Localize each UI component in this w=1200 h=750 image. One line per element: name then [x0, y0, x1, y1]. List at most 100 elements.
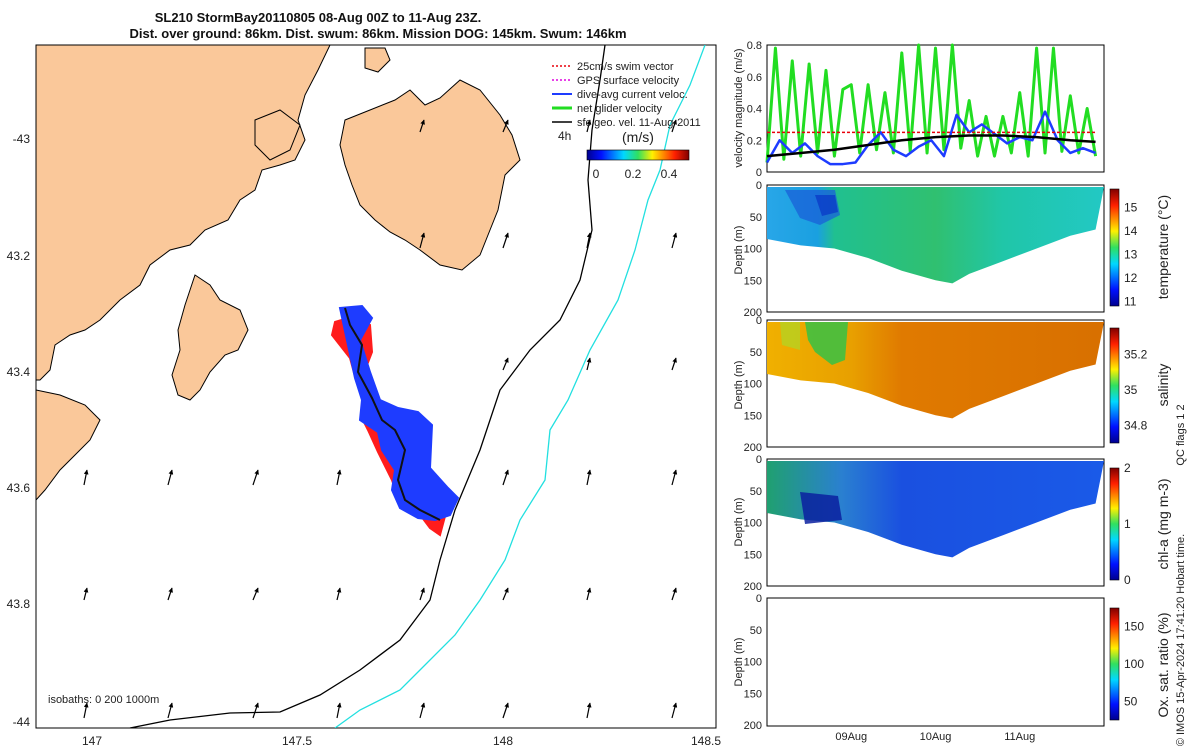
depth-tick-2-4: 200	[744, 442, 762, 454]
geo-arrow-17	[586, 469, 592, 486]
depth-tick-3-1: 50	[750, 486, 762, 498]
cbar-tick-2-0: 34.8	[1124, 418, 1148, 432]
geo-arrow-3	[671, 119, 677, 133]
geo-arrow-20	[167, 587, 173, 601]
velocity-ylabel: velocity magnitude (m/s)	[733, 48, 745, 167]
cbar-tick-1-2: 13	[1124, 248, 1138, 262]
geo-arrow-22	[336, 587, 342, 601]
geo-arrow-0	[419, 119, 425, 133]
velocity-panel: 0 0.2 0.4 0.6 0.8 velocity magnitude (m/s)	[733, 40, 1105, 179]
salinity-ylabel: Depth (m)	[733, 361, 745, 410]
time-xtick-1: 10Aug	[920, 731, 952, 743]
geo-arrow-8	[502, 357, 509, 371]
oxygen-yticks: 0 50 100 150 200	[744, 593, 762, 732]
geo-arrow-6	[586, 232, 592, 249]
oxygen-panel: 0 50 100 150 200 09Aug 10Aug 11Aug Depth (m) 5…	[733, 593, 1171, 743]
cbar-tick-3-0: 0	[1124, 573, 1131, 587]
depth-tick-4-4: 200	[744, 720, 762, 732]
depth-tick-2-0: 0	[756, 315, 762, 327]
geo-arrow-26	[671, 587, 677, 601]
geo-arrow-33	[586, 702, 592, 719]
depth-tick-1-3: 150	[744, 275, 762, 287]
oxygen-xticks: 09Aug 10Aug 11Aug	[835, 731, 1035, 743]
oxygen-cbar-label: Ox. sat. ratio (%)	[1155, 612, 1171, 717]
geo-arrow-16	[502, 469, 509, 486]
legend-dive-label: dive-avg current veloc.	[577, 89, 688, 101]
map-ytick-4: 43.8	[7, 597, 31, 611]
chla-low-patch	[800, 492, 842, 524]
geo-arrow-2	[586, 119, 592, 133]
chla-colorbar	[1109, 467, 1120, 581]
geo-arrow-9	[586, 357, 592, 371]
cbar-tick-1-3: 14	[1124, 224, 1138, 238]
depth-tick-1-4: 200	[744, 307, 762, 319]
cbar-tick-4-0: 50	[1124, 694, 1138, 708]
colorbar-tick-0: 0	[593, 167, 600, 181]
geo-arrow-27	[83, 702, 89, 719]
salinity-yticks: 0 50 100 150 200	[744, 315, 762, 454]
map-colorbar	[586, 149, 690, 161]
geo-arrow-30	[336, 702, 342, 719]
geo-arrow-10	[671, 357, 677, 371]
depth-tick-3-4: 200	[744, 581, 762, 593]
geo-arrow-13	[252, 469, 259, 486]
depth-tick-3-0: 0	[756, 454, 762, 466]
map-ytick-5: -44	[13, 715, 31, 729]
depth-tick-1-0: 0	[756, 180, 762, 192]
salinity-colorbar	[1109, 327, 1120, 444]
geo-arrow-18	[671, 469, 678, 486]
geo-arrow-19	[83, 587, 89, 601]
depth-tick-1-1: 50	[750, 212, 762, 224]
depth-tick-2-1: 50	[750, 347, 762, 359]
isobath-1000m	[334, 45, 706, 728]
map-xtick-1: 147.5	[282, 734, 312, 748]
legend-swim-label: 25cm/s swim vector	[577, 61, 674, 73]
geo-arrow-5	[502, 232, 509, 249]
map-xtick-2: 148	[493, 734, 513, 748]
imos-footer: © IMOS 15-Apr-2024 17:41:20 Hobart time.	[1175, 534, 1187, 746]
chart-title-line2: Dist. over ground: 86km. Dist. swum: 86k…	[129, 26, 626, 41]
cbar-tick-4-1: 100	[1124, 657, 1144, 671]
cbar-tick-3-1: 1	[1124, 517, 1131, 531]
temperature-panel: 0 50 100 150 200 Depth (m) 11 12 13 14 15 temper…	[733, 180, 1171, 319]
isobaths-label: isobaths: 0 200 1000m	[48, 694, 159, 706]
depth-tick-3-2: 100	[744, 518, 762, 530]
depth-tick-3-3: 150	[744, 549, 762, 561]
geo-arrow-7	[671, 232, 678, 249]
velocity-ytick-1: 0.2	[747, 135, 762, 147]
cbar-tick-1-0: 11	[1124, 294, 1137, 308]
geo-arrow-29	[252, 702, 259, 719]
geo-arrow-12	[167, 469, 174, 486]
cbar-tick-4-2: 150	[1124, 620, 1144, 634]
land-tasman-peninsula	[339, 79, 521, 271]
geo-arrow-14	[336, 469, 342, 486]
chla-cbar-ticks: 0 1 2	[1124, 461, 1131, 587]
colorbar-tick-1: 0.2	[625, 167, 642, 181]
map-ytick-3: 43.6	[7, 481, 31, 495]
chla-panel: 0 50 100 150 200 Depth (m) 0 1 2 chl-a (mg m-3…	[733, 454, 1171, 593]
colorbar-tick-2: 0.4	[661, 167, 678, 181]
qc-flags-label: QC flags 1 2	[1175, 404, 1187, 465]
time-xtick-2: 11Aug	[1004, 731, 1035, 743]
salinity-cbar-label: salinity	[1155, 364, 1171, 407]
geo-arrow-24	[502, 587, 509, 601]
chla-ylabel: Depth (m)	[733, 498, 745, 547]
geo-arrow-31	[419, 702, 426, 719]
geo-arrow-11	[83, 469, 89, 486]
temperature-ylabel: Depth (m)	[733, 226, 745, 275]
map-ytick-2: 43.4	[7, 365, 31, 379]
series-line-2	[766, 134, 1096, 158]
depth-tick-4-1: 50	[750, 625, 762, 637]
depth-tick-2-2: 100	[744, 379, 762, 391]
isobath-200m	[129, 45, 606, 728]
velocity-ytick-2: 0.4	[747, 104, 762, 116]
depth-tick-1-2: 100	[744, 244, 762, 256]
legend-geo-label: sfc geo. vel. 11-Aug-2011	[577, 117, 701, 129]
dive-avg-current-cloud	[338, 304, 460, 522]
depth-tick-4-2: 100	[744, 657, 762, 669]
glider-track	[330, 304, 460, 537]
temperature-section	[767, 187, 1104, 284]
oxygen-frame	[766, 597, 1105, 727]
salinity-fresh-patch-2	[780, 322, 800, 350]
